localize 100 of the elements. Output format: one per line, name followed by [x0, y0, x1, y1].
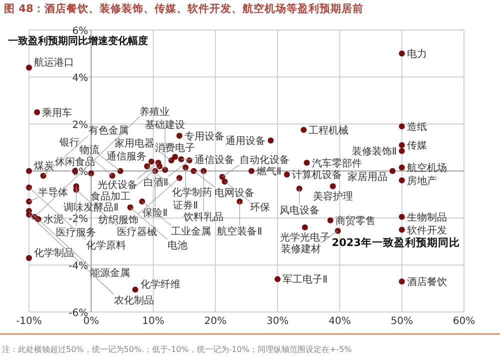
point: [268, 137, 274, 144]
point: [182, 164, 189, 170]
text: 注：此处横轴超过50%，统一记为50%.；低于-10%，统一记为-10%；同理纵轴范围设定在+-5%: [2, 345, 352, 354]
text: 农化制品: [114, 294, 154, 306]
series-label: 光学光电子: [280, 231, 330, 244]
x-tick-label: 30%: [266, 316, 289, 327]
y-axis-title: 一致盈利预期同比增速变化幅度: [8, 35, 148, 47]
point: [398, 214, 405, 220]
series-label: 化学制品: [34, 246, 74, 259]
point: [127, 204, 134, 210]
series-label: 家用电器: [114, 137, 154, 150]
series-label: 消费电子: [155, 142, 196, 154]
point: [162, 166, 168, 173]
series-label: 汽车零部件: [312, 157, 362, 170]
point: [26, 64, 32, 71]
text: 航空装备Ⅱ: [217, 226, 262, 238]
chart-title: 图 48：酒店餐饮、装修装饰、传媒、软件开发、航空机场等盈利预期居前: [4, 2, 364, 15]
series-label: 化学纤维: [140, 278, 180, 291]
point: [274, 276, 281, 282]
series-label: 休闲食品: [54, 156, 95, 168]
y-tick-label: -4%: [68, 261, 88, 272]
point: [34, 109, 40, 116]
text: 食品加工: [90, 190, 130, 202]
point: [390, 168, 396, 174]
point: [178, 156, 184, 162]
series-label: 计算机设备: [292, 169, 342, 182]
y-tick-label: 6%: [72, 26, 88, 37]
series-label: 美容护理: [312, 190, 353, 202]
series-label: 工程机械: [308, 124, 349, 136]
point: [398, 50, 405, 56]
text: 基础建设: [145, 118, 186, 131]
point: [398, 177, 405, 184]
text: 养殖业: [140, 106, 170, 118]
series-label: 自动化设备: [239, 154, 290, 166]
point: [327, 217, 334, 224]
series-label: 造纸: [406, 120, 427, 133]
point: [398, 123, 405, 130]
point: [398, 226, 405, 233]
series-label: 航空机场: [406, 162, 447, 174]
text: 证券Ⅱ: [173, 199, 198, 212]
x-tick-label: 50%: [390, 316, 413, 327]
point: [398, 142, 405, 148]
series-label: 装修装饰Ⅱ: [352, 146, 397, 158]
y-tick-label: 4%: [72, 73, 88, 84]
series-label: 生物制品: [406, 211, 447, 224]
point: [117, 168, 124, 174]
series-label: 软件开发: [406, 224, 447, 236]
x-tick-label: 60%: [452, 316, 476, 327]
point: [304, 160, 310, 166]
series-label: 房地产: [406, 174, 437, 187]
point: [148, 158, 154, 165]
text: 化学制药: [172, 186, 212, 198]
text: 电网设备: [214, 187, 255, 199]
x-tick-label: 10%: [142, 316, 164, 327]
series-label: 传媒: [406, 140, 427, 152]
point: [300, 126, 307, 133]
text: 白酒Ⅱ: [143, 176, 168, 188]
point: [109, 172, 116, 179]
series-label: 专用设备: [184, 130, 224, 142]
point: [296, 186, 302, 192]
text: 电池: [167, 239, 188, 252]
point: [302, 224, 308, 230]
series-label: 航运港口: [34, 56, 74, 69]
point: [176, 175, 182, 182]
text: 光伏设备: [97, 178, 138, 191]
series-label: 乘用车: [42, 106, 72, 119]
series-label: 酒店餐饮: [406, 276, 447, 288]
point: [398, 164, 405, 170]
x-tick-label: 0%: [83, 316, 100, 327]
point: [200, 168, 207, 174]
series-label: 通信服务: [106, 150, 146, 163]
series-label: 军工电子Ⅱ: [282, 274, 328, 286]
text: 医疗服务: [56, 226, 96, 238]
point: [236, 198, 243, 205]
y-tick-label: 2%: [72, 120, 88, 131]
point: [132, 286, 138, 293]
point: [26, 254, 32, 261]
x-axis-title: 2023年一致盈利预期同比: [332, 236, 460, 250]
text: 纺织服饰: [98, 214, 138, 226]
text: 医疗器械: [117, 226, 158, 238]
x-tick-label: -10%: [16, 316, 42, 327]
point: [284, 172, 290, 178]
series-label: 半导体: [38, 186, 68, 199]
text: 环保: [250, 202, 270, 214]
series-label: 水泥: [43, 214, 64, 226]
x-tick-label: 40%: [328, 316, 351, 327]
text: 保险Ⅱ: [142, 207, 168, 219]
text: 有色金属: [88, 124, 128, 137]
point: [139, 198, 146, 205]
point: [334, 228, 341, 234]
text: 化学原料: [86, 239, 126, 252]
text: 能源金属: [90, 266, 130, 279]
series-label: 装修建材: [280, 242, 321, 255]
series-label: 燃气Ⅱ: [256, 166, 282, 178]
point: [398, 278, 405, 284]
point: [40, 172, 46, 179]
point: [176, 132, 182, 139]
point: [172, 154, 178, 160]
point: [330, 183, 336, 190]
series-label: 电力: [406, 48, 427, 60]
